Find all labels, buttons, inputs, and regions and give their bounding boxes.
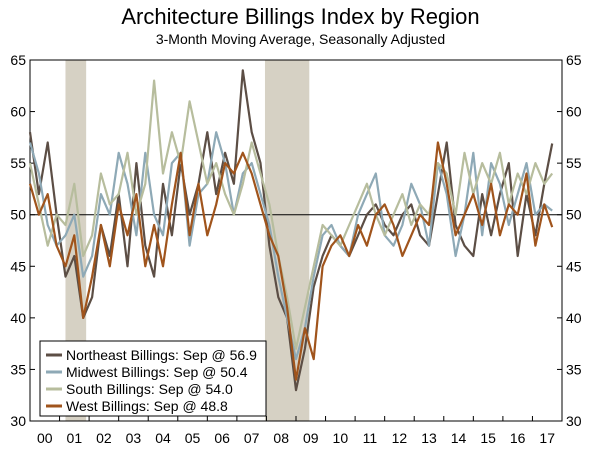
y-axis-right-labels: 30 35 40 45 50 55 60 65: [566, 52, 582, 429]
y-tick-label-left: 50: [10, 207, 26, 223]
x-tick-label: 13: [421, 430, 437, 446]
series-lines: [28, 69, 554, 392]
series-line-3: [28, 79, 554, 350]
chart-title: Architecture Billings Index by Region: [121, 4, 480, 29]
x-tick-label: 06: [214, 430, 230, 446]
x-axis-labels: 00 01 02 03 04 05 06 07 08 09 10 11 12 13 14 15 16 17: [37, 430, 555, 446]
y-axis-left-labels: 30 35 40 45 50 55 60 65: [10, 52, 26, 429]
y-tick-label-right: 35: [566, 361, 582, 377]
y-tick-label-right: 55: [566, 155, 582, 171]
x-tick-label: 14: [451, 430, 467, 446]
x-tick-label: 08: [273, 430, 289, 446]
y-tick-label-right: 60: [566, 104, 582, 120]
x-tick-label: 05: [185, 430, 201, 446]
y-tick-label-left: 35: [10, 361, 26, 377]
y-tick-label-right: 50: [566, 207, 582, 223]
chart-subtitle: 3-Month Moving Average, Seasonally Adjus…: [155, 31, 446, 47]
x-tick-label: 16: [510, 430, 526, 446]
x-tick-label: 17: [539, 430, 555, 446]
legend-label-4: West Billings: Sep @ 48.8: [66, 398, 228, 414]
y-tick-label-right: 65: [566, 52, 582, 68]
y-tick-label-left: 55: [10, 155, 26, 171]
legend-box: [39, 340, 267, 417]
x-tick-label: 00: [37, 430, 53, 446]
y-tick-label-left: 65: [10, 52, 26, 68]
x-tick-label: 10: [333, 430, 349, 446]
y-tick-label-right: 30: [566, 413, 582, 429]
x-tick-label: 07: [244, 430, 260, 446]
y-tick-label-left: 30: [10, 413, 26, 429]
x-tick-label: 01: [67, 430, 83, 446]
x-tick-label: 04: [155, 430, 171, 446]
y-tick-label-right: 45: [566, 258, 582, 274]
x-tick-label: 11: [363, 430, 378, 446]
x-tick-label: 15: [480, 430, 496, 446]
series-line-4: [28, 141, 554, 381]
y-tick-label-right: 40: [566, 310, 582, 326]
axis-ticks: [29, 59, 562, 422]
x-tick-label: 02: [96, 430, 112, 446]
y-tick-label-left: 45: [10, 258, 26, 274]
x-tick-label: 09: [303, 430, 319, 446]
y-tick-label-left: 40: [10, 310, 26, 326]
legend-label-1: Northeast Billings: Sep @ 56.9: [66, 347, 257, 363]
legend-label-2: Midwest Billings: Sep @ 50.4: [66, 364, 248, 380]
legend-label-3: South Billings: Sep @ 54.0: [66, 381, 233, 397]
x-tick-label: 03: [126, 430, 142, 446]
x-tick-label: 12: [392, 430, 408, 446]
y-tick-label-left: 60: [10, 104, 26, 120]
series-line-1: [28, 69, 554, 392]
